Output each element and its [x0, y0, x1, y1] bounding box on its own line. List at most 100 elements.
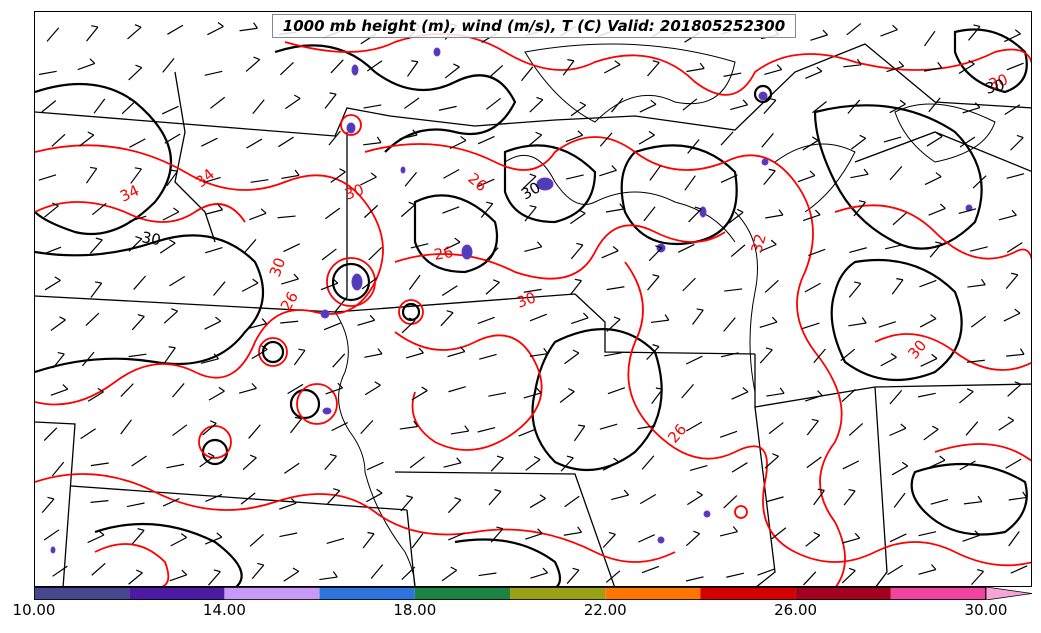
wind-barb — [87, 387, 104, 402]
wind-barb — [573, 424, 586, 442]
wind-barb — [443, 457, 462, 468]
wind-barb — [328, 130, 341, 146]
wind-barb — [840, 348, 856, 362]
wind-barb — [330, 59, 344, 74]
temperature-contour — [874, 333, 1031, 371]
wind-barb — [167, 24, 184, 35]
wind-barb — [128, 64, 143, 81]
wind-barb — [805, 531, 821, 547]
wind-barb — [50, 316, 66, 331]
height-contour — [35, 82, 173, 236]
wind-barb — [252, 99, 265, 115]
temperature-contour — [94, 543, 170, 586]
wind-barb — [918, 564, 937, 575]
wind-barb — [404, 97, 420, 109]
wind-barb — [478, 572, 497, 577]
wind-barb — [998, 209, 1017, 221]
wind-barb — [524, 241, 543, 252]
temperature-contour-label: 34 — [117, 181, 142, 205]
storm-cell — [400, 166, 406, 174]
wind-barb — [41, 100, 57, 113]
height-contour — [503, 144, 597, 224]
height-contour — [35, 234, 265, 374]
wind-barb — [602, 531, 616, 548]
wind-barb — [162, 497, 180, 507]
wind-barb — [251, 345, 268, 360]
colorbar-tick-label: 30.00 — [964, 601, 1008, 619]
wind-barb — [813, 488, 825, 506]
wind-barb — [962, 102, 981, 114]
wind-barb — [646, 344, 660, 361]
wind-barb — [926, 132, 943, 147]
wind-barb — [443, 237, 461, 251]
temperature-contour — [734, 505, 748, 519]
wind-barb — [204, 316, 222, 330]
wind-barb — [51, 461, 65, 477]
wind-barb — [565, 130, 584, 143]
wind-barb — [485, 247, 499, 262]
wind-barb — [85, 312, 100, 326]
boundary-line — [754, 354, 1031, 408]
wind-barb — [131, 314, 145, 331]
wind-barb — [1005, 272, 1019, 289]
wind-barb — [410, 243, 429, 249]
wind-barb — [1007, 381, 1022, 397]
wind-barb — [962, 530, 981, 542]
wind-barb — [891, 461, 909, 476]
height-contour — [753, 84, 773, 104]
wind-barb — [91, 562, 106, 576]
storm-cell — [758, 91, 768, 101]
temperature-contour-label: 32 — [747, 232, 769, 255]
wind-barb — [924, 172, 942, 186]
wind-barb — [162, 58, 175, 73]
height-contour — [531, 328, 663, 472]
temperature-contour-label: 30 — [342, 180, 366, 203]
wind-barb — [1006, 62, 1024, 71]
storm-cell — [657, 536, 665, 544]
wind-barb — [889, 165, 903, 181]
wind-barb — [841, 389, 856, 402]
wind-barb — [486, 97, 501, 110]
wind-barb — [891, 278, 904, 295]
boundary-line — [874, 386, 888, 586]
wind-barb — [366, 461, 384, 471]
wind-barb — [370, 564, 384, 579]
wind-barb — [245, 56, 261, 72]
wind-barb — [93, 98, 106, 114]
wind-barb — [848, 317, 867, 327]
wind-barb — [570, 101, 587, 117]
wind-barb — [806, 418, 819, 436]
wind-barb — [242, 454, 257, 471]
wind-barb — [323, 322, 341, 331]
wind-barb — [172, 424, 188, 437]
wind-barb — [966, 359, 985, 363]
storm-cell — [351, 273, 363, 291]
wind-barb — [649, 165, 661, 181]
wind-barb — [764, 279, 779, 293]
wind-barb — [523, 288, 542, 293]
wind-barb — [448, 532, 466, 541]
wind-barb — [1004, 104, 1021, 115]
height-contour — [910, 462, 1028, 536]
wind-barb — [363, 136, 382, 146]
height-contour — [274, 44, 517, 153]
temperature-contour-label: 26 — [433, 243, 455, 264]
wind-barb — [319, 571, 338, 581]
wind-barb — [362, 531, 375, 549]
wind-barb — [606, 286, 625, 291]
wind-barb — [720, 131, 734, 146]
wind-barb — [846, 23, 862, 36]
storm-cell — [536, 177, 554, 191]
wind-barb — [570, 242, 584, 260]
wind-barb — [730, 244, 746, 257]
wind-barb — [477, 316, 495, 325]
wind-barb — [768, 422, 784, 435]
wind-barb — [765, 209, 784, 219]
wind-barb — [958, 59, 975, 74]
wind-barb — [918, 531, 937, 537]
boundary-line — [70, 485, 408, 511]
wind-barb — [720, 174, 738, 183]
temperature-contour — [340, 114, 362, 136]
wind-barb — [848, 422, 864, 436]
wind-barb — [128, 353, 147, 358]
